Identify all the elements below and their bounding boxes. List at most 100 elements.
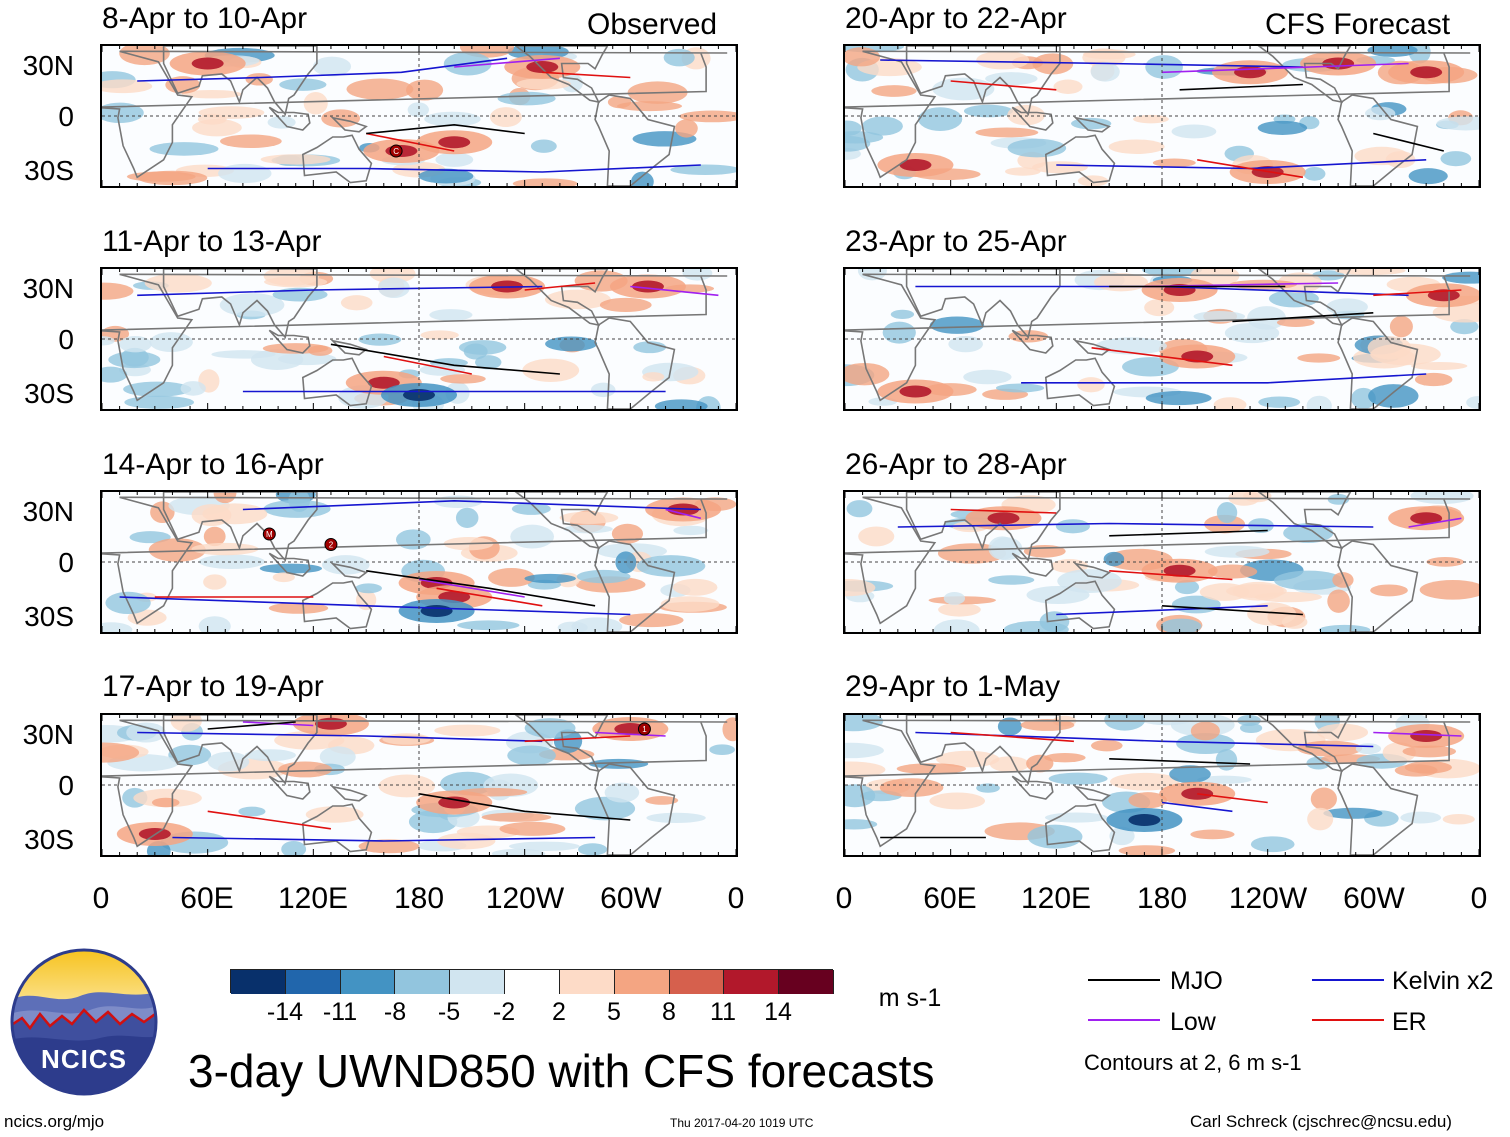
colorbar-cell (285, 970, 341, 994)
mjo-contour (1179, 83, 1303, 91)
anomaly-patch (1144, 298, 1175, 317)
anomaly-patch (218, 163, 272, 184)
footer-url[interactable]: ncics.org/mjo (4, 1112, 105, 1131)
anomaly-patch (588, 758, 649, 769)
coastline (1011, 552, 1054, 577)
lon-label: 120W (485, 882, 565, 915)
anomaly-patch (491, 848, 546, 855)
anomaly-patch (559, 511, 619, 524)
colorbar-label: 8 (662, 998, 676, 1026)
map-panel (843, 713, 1481, 857)
anomaly-patch (963, 369, 1012, 385)
kelvin-contour (1056, 605, 1268, 616)
anomaly-patch (929, 792, 986, 810)
anomaly-patch (1316, 723, 1369, 742)
lon-label: 0 (1470, 882, 1488, 915)
low-contour (1408, 517, 1462, 528)
anomaly-patch (429, 309, 473, 321)
anomaly-patch (1277, 272, 1322, 293)
anomaly-patch (846, 500, 873, 518)
kelvin-contour (1021, 373, 1427, 384)
anomaly-core (1410, 512, 1443, 525)
anomaly-patch (1197, 775, 1252, 784)
colorbar-units: m s-1 (878, 984, 942, 1012)
anomaly-core (899, 159, 932, 171)
coastline (1337, 540, 1419, 632)
colorbar-cell (724, 970, 780, 994)
anomaly-patch (1411, 361, 1468, 370)
anomaly-patch (102, 336, 115, 346)
colorbar-cell (395, 970, 451, 994)
er-contour (383, 355, 472, 375)
anomaly-patch (1093, 273, 1148, 292)
lat-label: 30N (22, 273, 74, 304)
anomaly-patch (355, 583, 382, 594)
lon-label: 60E (923, 882, 977, 915)
anomaly-patch (1090, 739, 1123, 752)
anomaly-patch (358, 839, 420, 854)
anomaly-patch (420, 330, 459, 340)
anomaly-core (314, 717, 347, 730)
anomaly-patch (378, 277, 410, 299)
mjo-contour (330, 343, 560, 375)
coastline (1044, 580, 1116, 630)
anomaly-patch (611, 523, 644, 544)
coastline (1044, 357, 1116, 407)
anomaly-core (526, 61, 559, 73)
anomaly-patch (1176, 733, 1235, 755)
er-contour (1197, 793, 1268, 804)
anomaly-patch (1368, 384, 1419, 408)
map-panel: C (100, 44, 738, 188)
map-panel: 1 (100, 713, 738, 857)
coastline (330, 116, 368, 133)
anomaly-patch (1145, 391, 1212, 406)
anomaly-patch (1103, 551, 1125, 567)
anomaly-patch (435, 152, 474, 167)
anomaly-patch (272, 572, 295, 583)
anomaly-patch (313, 56, 352, 77)
coastline (1073, 785, 1111, 802)
coastline (1011, 775, 1054, 800)
kelvin-contour (897, 522, 1374, 528)
anomaly-patch (682, 269, 713, 281)
coastline (268, 775, 311, 800)
anomaly-patch (203, 526, 226, 547)
anomaly-patch (129, 531, 171, 544)
er-contour (524, 735, 631, 743)
colorbar-cell (231, 970, 286, 994)
storm-marker: M (262, 527, 276, 541)
anomaly-patch (633, 341, 667, 354)
anomaly-patch (407, 102, 429, 118)
anomaly-patch (424, 111, 481, 127)
anomaly-patch (262, 343, 329, 354)
anomaly-patch (1281, 615, 1308, 629)
anomaly-patch (382, 733, 431, 745)
anomaly-patch (1020, 719, 1075, 731)
forecast-header: CFS Forecast (1265, 8, 1451, 41)
er-contour (542, 71, 631, 79)
anomaly-patch (207, 751, 250, 772)
anomaly-patch (151, 797, 180, 808)
anomaly-patch (119, 336, 152, 353)
mjo-contour (1232, 312, 1374, 323)
anomaly-patch (1442, 271, 1479, 284)
anomaly-patch (557, 621, 588, 632)
anomaly-patch (303, 92, 328, 115)
kelvin-contour (137, 731, 543, 743)
anomaly-patch (845, 784, 876, 808)
mjo-contour (418, 793, 631, 821)
legend-line-mjo (1088, 979, 1160, 981)
coastline (1073, 116, 1111, 133)
coastline (301, 134, 373, 184)
anomaly-patch (455, 507, 479, 528)
mjo-contour (366, 570, 596, 607)
lon-label: 60W (600, 882, 662, 915)
anomaly-patch (1216, 501, 1238, 524)
anomaly-core (367, 376, 400, 389)
lat-label: 30S (24, 155, 74, 186)
anomaly-patch (1083, 49, 1136, 60)
anomaly-patch (636, 555, 706, 577)
legend-line-er (1312, 1019, 1384, 1021)
lon-label: 0 (92, 882, 110, 915)
map-svg (845, 715, 1479, 855)
